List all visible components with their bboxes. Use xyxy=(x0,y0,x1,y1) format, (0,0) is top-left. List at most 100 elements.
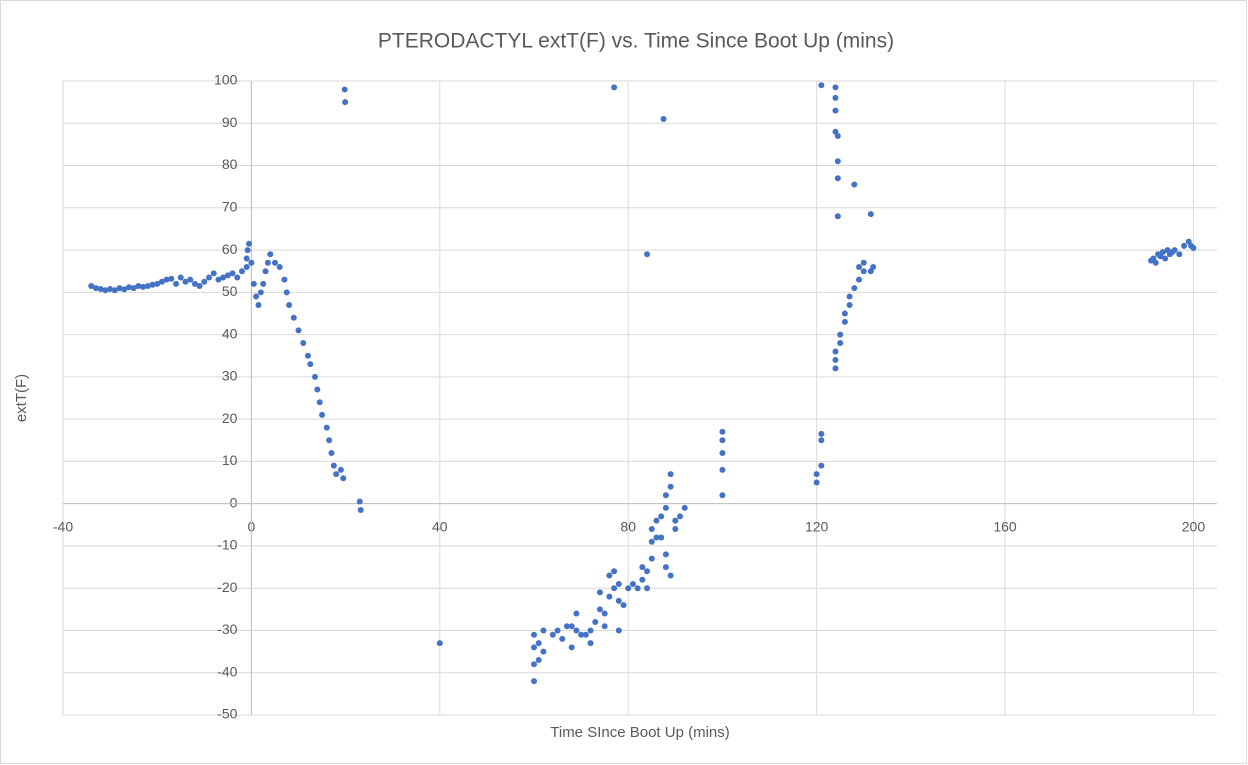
y-tick-label: 70 xyxy=(222,199,238,215)
point xyxy=(568,644,575,651)
point xyxy=(531,678,538,685)
point xyxy=(341,86,348,93)
point xyxy=(634,585,641,592)
point xyxy=(210,270,217,277)
point xyxy=(182,278,189,285)
point xyxy=(168,275,175,282)
y-tick-label: -40 xyxy=(217,663,237,679)
y-axis-title: extT(F) xyxy=(13,374,30,422)
point xyxy=(307,361,314,368)
point xyxy=(851,285,858,292)
point xyxy=(582,631,589,638)
chart-title: PTERODACTYL extT(F) vs. Time Since Boot … xyxy=(378,30,894,53)
point xyxy=(540,648,547,655)
point xyxy=(563,623,570,630)
y-tick-label: 0 xyxy=(230,494,238,510)
x-tick-label: 160 xyxy=(993,518,1017,534)
point xyxy=(257,289,264,296)
point xyxy=(535,657,542,664)
point xyxy=(246,240,253,247)
point xyxy=(149,281,156,288)
point xyxy=(629,580,636,587)
point xyxy=(841,310,848,317)
point xyxy=(554,627,561,634)
point xyxy=(832,94,839,101)
point xyxy=(549,631,556,638)
point xyxy=(653,517,660,524)
point xyxy=(856,263,863,270)
point xyxy=(870,263,877,270)
point xyxy=(719,437,726,444)
point xyxy=(860,268,867,275)
point xyxy=(611,568,618,575)
x-tick-label: -40 xyxy=(53,518,73,534)
point xyxy=(116,285,123,292)
point xyxy=(601,623,608,630)
point xyxy=(1181,242,1188,249)
point xyxy=(867,211,874,218)
point xyxy=(111,287,118,294)
point xyxy=(573,610,580,617)
point xyxy=(834,158,841,165)
point xyxy=(535,640,542,647)
x-tick-label: 200 xyxy=(1182,518,1206,534)
point xyxy=(340,475,347,482)
point xyxy=(813,479,820,486)
y-tick-label: -10 xyxy=(217,537,237,553)
point xyxy=(832,365,839,372)
point xyxy=(328,449,335,456)
y-tick-label: 40 xyxy=(222,325,238,341)
point xyxy=(846,293,853,300)
point xyxy=(667,483,674,490)
point xyxy=(834,132,841,139)
point xyxy=(611,585,618,592)
point xyxy=(653,534,660,541)
point xyxy=(648,555,655,562)
point xyxy=(1159,249,1166,256)
point xyxy=(573,627,580,634)
y-tick-label: 60 xyxy=(222,241,238,257)
point xyxy=(144,282,151,289)
point xyxy=(201,278,208,285)
point xyxy=(615,597,622,604)
point xyxy=(286,302,293,309)
point xyxy=(1171,247,1178,254)
x-axis-title: Time SInce Boot Up (mins) xyxy=(550,724,730,741)
y-tick-label: 30 xyxy=(222,368,238,384)
y-tick-label: -30 xyxy=(217,621,237,637)
point xyxy=(125,284,132,291)
point xyxy=(304,352,311,359)
point xyxy=(295,327,302,334)
point xyxy=(856,276,863,283)
point xyxy=(639,564,646,571)
x-tick-label: 120 xyxy=(805,518,829,534)
point xyxy=(531,661,538,668)
point xyxy=(255,302,262,309)
point xyxy=(244,247,251,254)
point xyxy=(818,82,825,89)
point xyxy=(206,274,213,281)
point xyxy=(813,471,820,478)
point xyxy=(834,213,841,220)
point xyxy=(841,318,848,325)
point xyxy=(102,287,109,294)
y-tick-label: 10 xyxy=(222,452,238,468)
point xyxy=(667,572,674,579)
point xyxy=(606,572,613,579)
point xyxy=(531,631,538,638)
point xyxy=(658,534,665,541)
point xyxy=(158,278,165,285)
point xyxy=(559,635,566,642)
point xyxy=(531,644,538,651)
point xyxy=(248,259,255,266)
point xyxy=(220,274,227,281)
point xyxy=(260,280,267,287)
point xyxy=(281,276,288,283)
y-tick-label: 100 xyxy=(214,72,238,88)
point xyxy=(323,424,330,431)
point xyxy=(1152,259,1159,266)
point xyxy=(326,437,333,444)
point xyxy=(719,449,726,456)
point xyxy=(568,623,575,630)
point xyxy=(540,627,547,634)
